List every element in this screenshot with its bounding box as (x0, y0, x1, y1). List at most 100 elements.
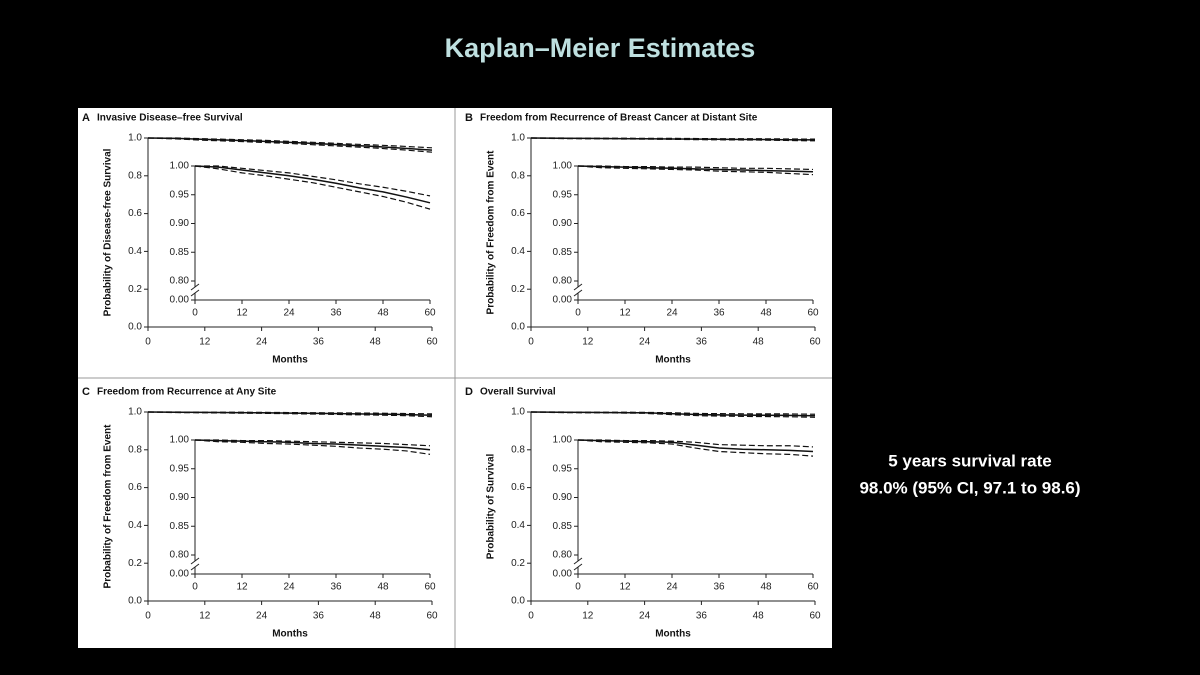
inset-x-tick-label: 0 (575, 308, 581, 319)
x-tick-label: 0 (145, 611, 151, 622)
inset-x-tick-label: 36 (330, 308, 342, 319)
y-tick-label: 0.6 (128, 482, 142, 493)
y-tick-label: 0.8 (511, 170, 525, 181)
survival-curve (530, 411, 816, 418)
inset-x-tick-label: 12 (236, 308, 248, 319)
axis-break (190, 289, 200, 297)
inset-survival-curve (194, 165, 431, 204)
inset-y-tick-label: 0.80 (553, 276, 573, 287)
x-tick-label: 12 (199, 337, 211, 348)
inset-survival-curve (195, 165, 431, 197)
inset-y-tick-label: 1.00 (553, 435, 573, 446)
y-tick-label: 0.2 (128, 284, 142, 295)
y-tick-label: 1.0 (128, 407, 142, 418)
y-tick-label: 1.0 (511, 407, 525, 418)
x-tick-label: 48 (753, 337, 765, 348)
inset-survival-curve (577, 165, 814, 176)
panel-title: Freedom from Recurrence of Breast Cancer… (480, 113, 758, 124)
x-axis-label: Months (655, 355, 691, 366)
inset-x-tick-label: 48 (377, 308, 389, 319)
inset-x-tick-label: 60 (424, 582, 436, 593)
panel-label: D (465, 386, 473, 398)
survival-curve (147, 411, 433, 418)
inset-x-tick-label: 24 (283, 308, 295, 319)
axis-break (573, 289, 583, 297)
inset-x-tick-label: 24 (283, 582, 295, 593)
y-tick-label: 0.8 (511, 444, 525, 455)
inset-y-tick-label: 1.00 (170, 161, 190, 172)
y-axis-label: Probability of Disease-free Survival (103, 148, 114, 316)
x-tick-label: 60 (426, 611, 438, 622)
y-tick-label: 0.0 (128, 322, 142, 333)
y-tick-label: 0.0 (128, 596, 142, 607)
inset-x-tick-label: 12 (619, 308, 631, 319)
y-axis-label: Probability of Freedom from Event (486, 150, 497, 315)
survival-curve (530, 137, 816, 142)
inset-x-tick-label: 36 (330, 582, 342, 593)
inset-x-tick-label: 36 (713, 582, 725, 593)
x-tick-label: 0 (145, 337, 151, 348)
inset-x-tick-label: 48 (760, 308, 772, 319)
note: 5 years survival rate (888, 451, 1052, 470)
inset-y-tick-label: 0.95 (170, 463, 190, 474)
inset-x-tick-label: 36 (713, 308, 725, 319)
axis-break (190, 557, 200, 565)
x-tick-label: 36 (313, 337, 325, 348)
y-tick-label: 0.6 (511, 482, 525, 493)
x-tick-label: 48 (370, 337, 382, 348)
y-tick-label: 0.4 (511, 246, 525, 257)
x-tick-label: 24 (639, 337, 651, 348)
x-tick-label: 60 (426, 337, 438, 348)
inset-y-tick-label: 0.90 (553, 218, 573, 229)
note: 98.0% (95% CI, 97.1 to 98.6) (859, 478, 1080, 497)
inset-y-tick-label: 0.90 (553, 492, 573, 503)
inset-y-tick-label: 0.00 (553, 569, 573, 580)
inset-y-tick-label: 0.85 (553, 521, 573, 532)
inset-survival-curve (194, 165, 431, 210)
y-tick-label: 0.4 (128, 246, 142, 257)
inset-x-tick-label: 0 (192, 582, 198, 593)
inset-survival-curve (195, 439, 431, 447)
panel-title: Freedom from Recurrence at Any Site (97, 387, 277, 398)
inset-y-tick-label: 0.00 (170, 295, 190, 306)
x-tick-label: 36 (696, 337, 708, 348)
y-tick-label: 0.0 (511, 322, 525, 333)
y-tick-label: 0.8 (128, 444, 142, 455)
survival-curve (147, 137, 433, 153)
inset-y-tick-label: 0.85 (170, 247, 190, 258)
axis-break (190, 563, 200, 571)
inset-x-tick-label: 24 (666, 308, 678, 319)
inset-y-tick-label: 0.85 (170, 521, 190, 532)
x-tick-label: 36 (696, 611, 708, 622)
y-tick-label: 0.2 (128, 558, 142, 569)
inset-x-tick-label: 0 (192, 308, 198, 319)
inset-x-tick-label: 0 (575, 582, 581, 593)
inset-y-tick-label: 0.80 (170, 550, 190, 561)
inset-x-tick-label: 48 (377, 582, 389, 593)
survival-curve (148, 137, 433, 149)
inset-survival-curve (578, 165, 814, 171)
x-axis-label: Months (272, 629, 308, 640)
inset-survival-curve (578, 439, 814, 448)
y-tick-label: 0.6 (128, 208, 142, 219)
panel-label: B (465, 112, 473, 124)
axis-break (190, 283, 200, 291)
axis-break (573, 283, 583, 291)
x-tick-label: 24 (639, 611, 651, 622)
panel-label: C (82, 386, 90, 398)
x-tick-label: 60 (809, 337, 821, 348)
panel-title: Overall Survival (480, 387, 556, 398)
x-tick-label: 0 (528, 611, 534, 622)
inset-survival-curve (194, 439, 431, 455)
inset-y-tick-label: 0.00 (170, 569, 190, 580)
inset-y-tick-label: 0.80 (553, 550, 573, 561)
y-tick-label: 0.0 (511, 596, 525, 607)
inset-x-tick-label: 24 (666, 582, 678, 593)
inset-survival-curve (577, 439, 814, 457)
x-tick-label: 12 (582, 611, 594, 622)
inset-x-tick-label: 60 (424, 308, 436, 319)
panel-label: A (82, 112, 90, 124)
panel-title: Invasive Disease–free Survival (97, 113, 243, 124)
x-tick-label: 60 (809, 611, 821, 622)
